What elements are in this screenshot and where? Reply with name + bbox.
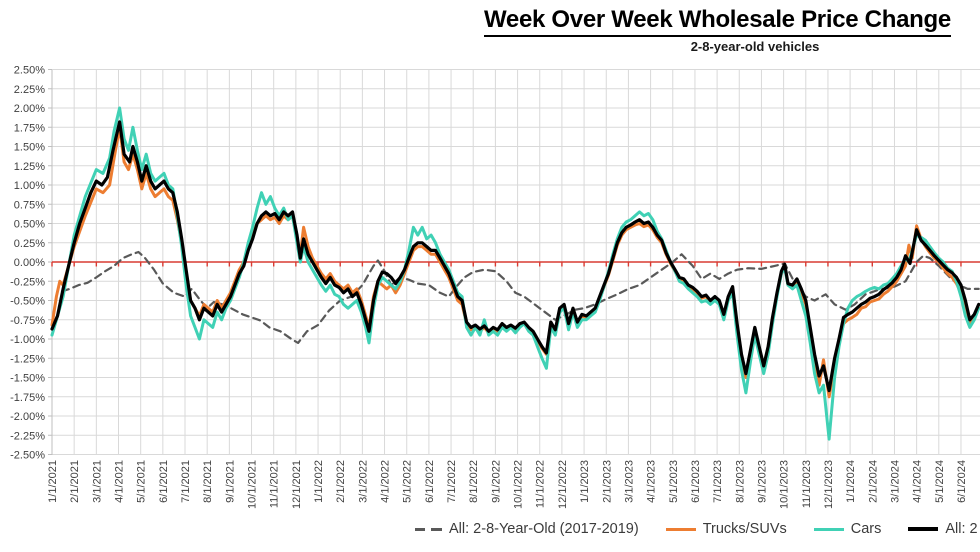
svg-text:12/1/2022: 12/1/2022 [557,460,569,509]
legend-label-all: All: 2 [945,521,978,537]
legend-label-trucks-suvs: Trucks/SUVs [702,521,787,537]
svg-text:6/1/2023: 6/1/2023 [690,460,702,503]
svg-text:1.50%: 1.50% [14,142,45,154]
svg-text:6/1/2022: 6/1/2022 [424,460,436,503]
svg-text:-2.50%: -2.50% [10,450,45,462]
svg-text:-1.00%: -1.00% [10,334,45,346]
svg-text:5/1/2024: 5/1/2024 [934,460,946,503]
svg-text:-1.75%: -1.75% [10,392,45,404]
svg-text:2.50%: 2.50% [14,65,45,77]
svg-text:5/1/2022: 5/1/2022 [402,460,414,503]
legend-teal-line-icon [813,527,844,531]
svg-text:1/1/2023: 1/1/2023 [579,460,591,503]
svg-text:-1.25%: -1.25% [10,353,45,365]
svg-text:1/1/2022: 1/1/2022 [313,460,325,503]
legend-black-line-icon [908,527,939,531]
svg-text:5/1/2021: 5/1/2021 [136,460,148,503]
svg-text:8/1/2021: 8/1/2021 [202,460,214,503]
legend-label-all-2017-2019: All: 2-8-Year-Old (2017-2019) [449,521,639,537]
svg-text:3/1/2023: 3/1/2023 [623,460,635,503]
svg-text:10/1/2022: 10/1/2022 [513,460,525,509]
svg-text:7/1/2021: 7/1/2021 [180,460,192,503]
svg-text:0.00%: 0.00% [14,257,45,269]
svg-text:3/1/2022: 3/1/2022 [357,460,369,503]
legend-dashed-line-icon [415,527,442,531]
svg-text:4/1/2022: 4/1/2022 [380,460,392,503]
svg-text:12/1/2021: 12/1/2021 [291,460,303,509]
legend-item-all: All: 2 [908,521,978,537]
chart-legend: All: 2-8-Year-Old (2017-2019) Trucks/SUV… [415,521,978,537]
svg-text:6/1/2021: 6/1/2021 [158,460,170,503]
svg-text:10/1/2021: 10/1/2021 [247,460,259,509]
svg-text:11/1/2023: 11/1/2023 [801,460,813,508]
svg-text:8/1/2022: 8/1/2022 [468,460,480,503]
legend-item-all-2017-2019: All: 2-8-Year-Old (2017-2019) [415,521,639,537]
legend-item-cars: Cars [813,521,882,537]
svg-text:2/1/2023: 2/1/2023 [601,460,613,503]
svg-text:7/1/2023: 7/1/2023 [712,460,724,503]
svg-text:-0.50%: -0.50% [10,296,45,308]
svg-text:1/1/2024: 1/1/2024 [845,460,857,503]
legend-label-cars: Cars [850,521,882,537]
svg-text:-2.25%: -2.25% [10,430,45,442]
svg-text:2/1/2022: 2/1/2022 [335,460,347,503]
svg-text:11/1/2022: 11/1/2022 [535,460,547,508]
svg-text:3/1/2021: 3/1/2021 [91,460,103,503]
svg-text:5/1/2023: 5/1/2023 [668,460,680,503]
svg-text:0.25%: 0.25% [14,238,45,250]
svg-text:4/1/2024: 4/1/2024 [912,460,924,503]
svg-text:9/1/2023: 9/1/2023 [756,460,768,503]
svg-text:0.75%: 0.75% [14,199,45,211]
svg-text:1.00%: 1.00% [14,180,45,192]
svg-text:11/1/2021: 11/1/2021 [269,460,281,508]
chart-subtitle: 2-8-year-old vehicles [690,39,820,54]
legend-orange-line-icon [665,527,696,531]
svg-text:8/1/2023: 8/1/2023 [734,460,746,503]
svg-text:7/1/2022: 7/1/2022 [446,460,458,503]
svg-text:6/1/2024: 6/1/2024 [956,460,968,503]
svg-text:1.25%: 1.25% [14,161,45,173]
svg-text:2/1/2024: 2/1/2024 [867,460,879,503]
svg-text:9/1/2022: 9/1/2022 [490,460,502,503]
legend-item-trucks-suvs: Trucks/SUVs [665,521,787,537]
svg-text:-0.25%: -0.25% [10,276,45,288]
svg-text:0.50%: 0.50% [14,219,45,231]
svg-text:4/1/2021: 4/1/2021 [114,460,126,503]
svg-text:12/1/2023: 12/1/2023 [823,460,835,509]
svg-text:2/1/2021: 2/1/2021 [69,460,81,503]
svg-text:1.75%: 1.75% [14,122,45,134]
svg-text:2.25%: 2.25% [14,84,45,96]
svg-text:-2.00%: -2.00% [10,411,45,423]
svg-text:-1.50%: -1.50% [10,373,45,385]
svg-text:10/1/2023: 10/1/2023 [779,460,791,509]
chart-title: Week Over Week Wholesale Price Change [484,6,951,37]
svg-text:-0.75%: -0.75% [10,315,45,327]
svg-text:3/1/2024: 3/1/2024 [889,460,901,503]
svg-text:9/1/2021: 9/1/2021 [224,460,236,503]
svg-text:4/1/2023: 4/1/2023 [646,460,658,503]
svg-text:1/1/2021: 1/1/2021 [47,460,59,503]
svg-text:2.00%: 2.00% [14,103,45,115]
